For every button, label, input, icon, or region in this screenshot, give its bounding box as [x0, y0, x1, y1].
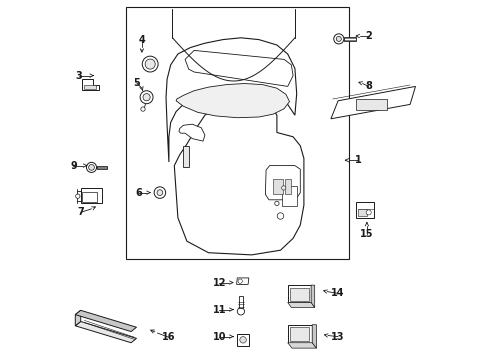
Circle shape	[281, 186, 285, 190]
Text: 14: 14	[331, 288, 344, 298]
Polygon shape	[265, 166, 300, 200]
Text: 2: 2	[365, 31, 371, 41]
Text: 6: 6	[135, 188, 142, 198]
Bar	[343, 37, 356, 41]
Text: 8: 8	[365, 81, 371, 91]
Bar	[81, 188, 102, 203]
Circle shape	[142, 94, 150, 101]
Text: 16: 16	[162, 332, 175, 342]
Bar	[289, 288, 309, 301]
Bar	[239, 296, 242, 308]
Circle shape	[274, 201, 279, 206]
Polygon shape	[179, 124, 204, 141]
Polygon shape	[236, 278, 248, 284]
Circle shape	[277, 213, 283, 219]
Circle shape	[238, 279, 242, 283]
Text: 1: 1	[354, 155, 361, 165]
Circle shape	[157, 190, 163, 195]
Circle shape	[366, 210, 370, 215]
Bar	[84, 85, 96, 89]
Circle shape	[237, 308, 244, 315]
Circle shape	[88, 165, 94, 170]
Bar	[287, 325, 311, 343]
Circle shape	[76, 194, 80, 198]
Bar	[125, 7, 348, 259]
Bar	[282, 186, 296, 206]
Polygon shape	[166, 38, 296, 162]
Bar	[272, 179, 282, 194]
Text: 12: 12	[212, 278, 225, 288]
Polygon shape	[75, 310, 136, 332]
Circle shape	[86, 162, 96, 172]
Text: 4: 4	[138, 35, 145, 45]
Circle shape	[140, 91, 153, 104]
Text: 9: 9	[70, 161, 77, 171]
Polygon shape	[176, 84, 289, 118]
Bar	[357, 209, 366, 216]
Bar	[96, 166, 107, 169]
Text: 3: 3	[75, 71, 82, 81]
Polygon shape	[174, 103, 303, 255]
Bar	[284, 179, 291, 194]
Text: 10: 10	[212, 332, 225, 342]
Polygon shape	[287, 343, 316, 348]
Bar	[355, 202, 373, 218]
Polygon shape	[311, 325, 316, 348]
Polygon shape	[75, 321, 136, 343]
Circle shape	[154, 187, 165, 198]
Polygon shape	[330, 86, 415, 119]
Polygon shape	[287, 302, 314, 307]
Text: 7: 7	[77, 207, 84, 217]
Text: 15: 15	[360, 229, 373, 239]
Circle shape	[336, 36, 341, 41]
Bar	[82, 192, 97, 202]
Polygon shape	[310, 285, 314, 307]
Circle shape	[145, 59, 155, 69]
Text: 13: 13	[331, 332, 344, 342]
Circle shape	[333, 34, 343, 44]
Polygon shape	[185, 50, 292, 86]
Bar	[237, 334, 248, 346]
Bar	[289, 327, 309, 341]
Circle shape	[239, 337, 246, 343]
Circle shape	[142, 56, 158, 72]
Text: 5: 5	[133, 78, 140, 88]
Polygon shape	[82, 79, 99, 90]
Bar	[287, 285, 310, 302]
Bar	[355, 99, 386, 110]
Text: 11: 11	[212, 305, 225, 315]
Polygon shape	[75, 310, 81, 326]
Circle shape	[141, 107, 145, 111]
Polygon shape	[182, 146, 188, 167]
